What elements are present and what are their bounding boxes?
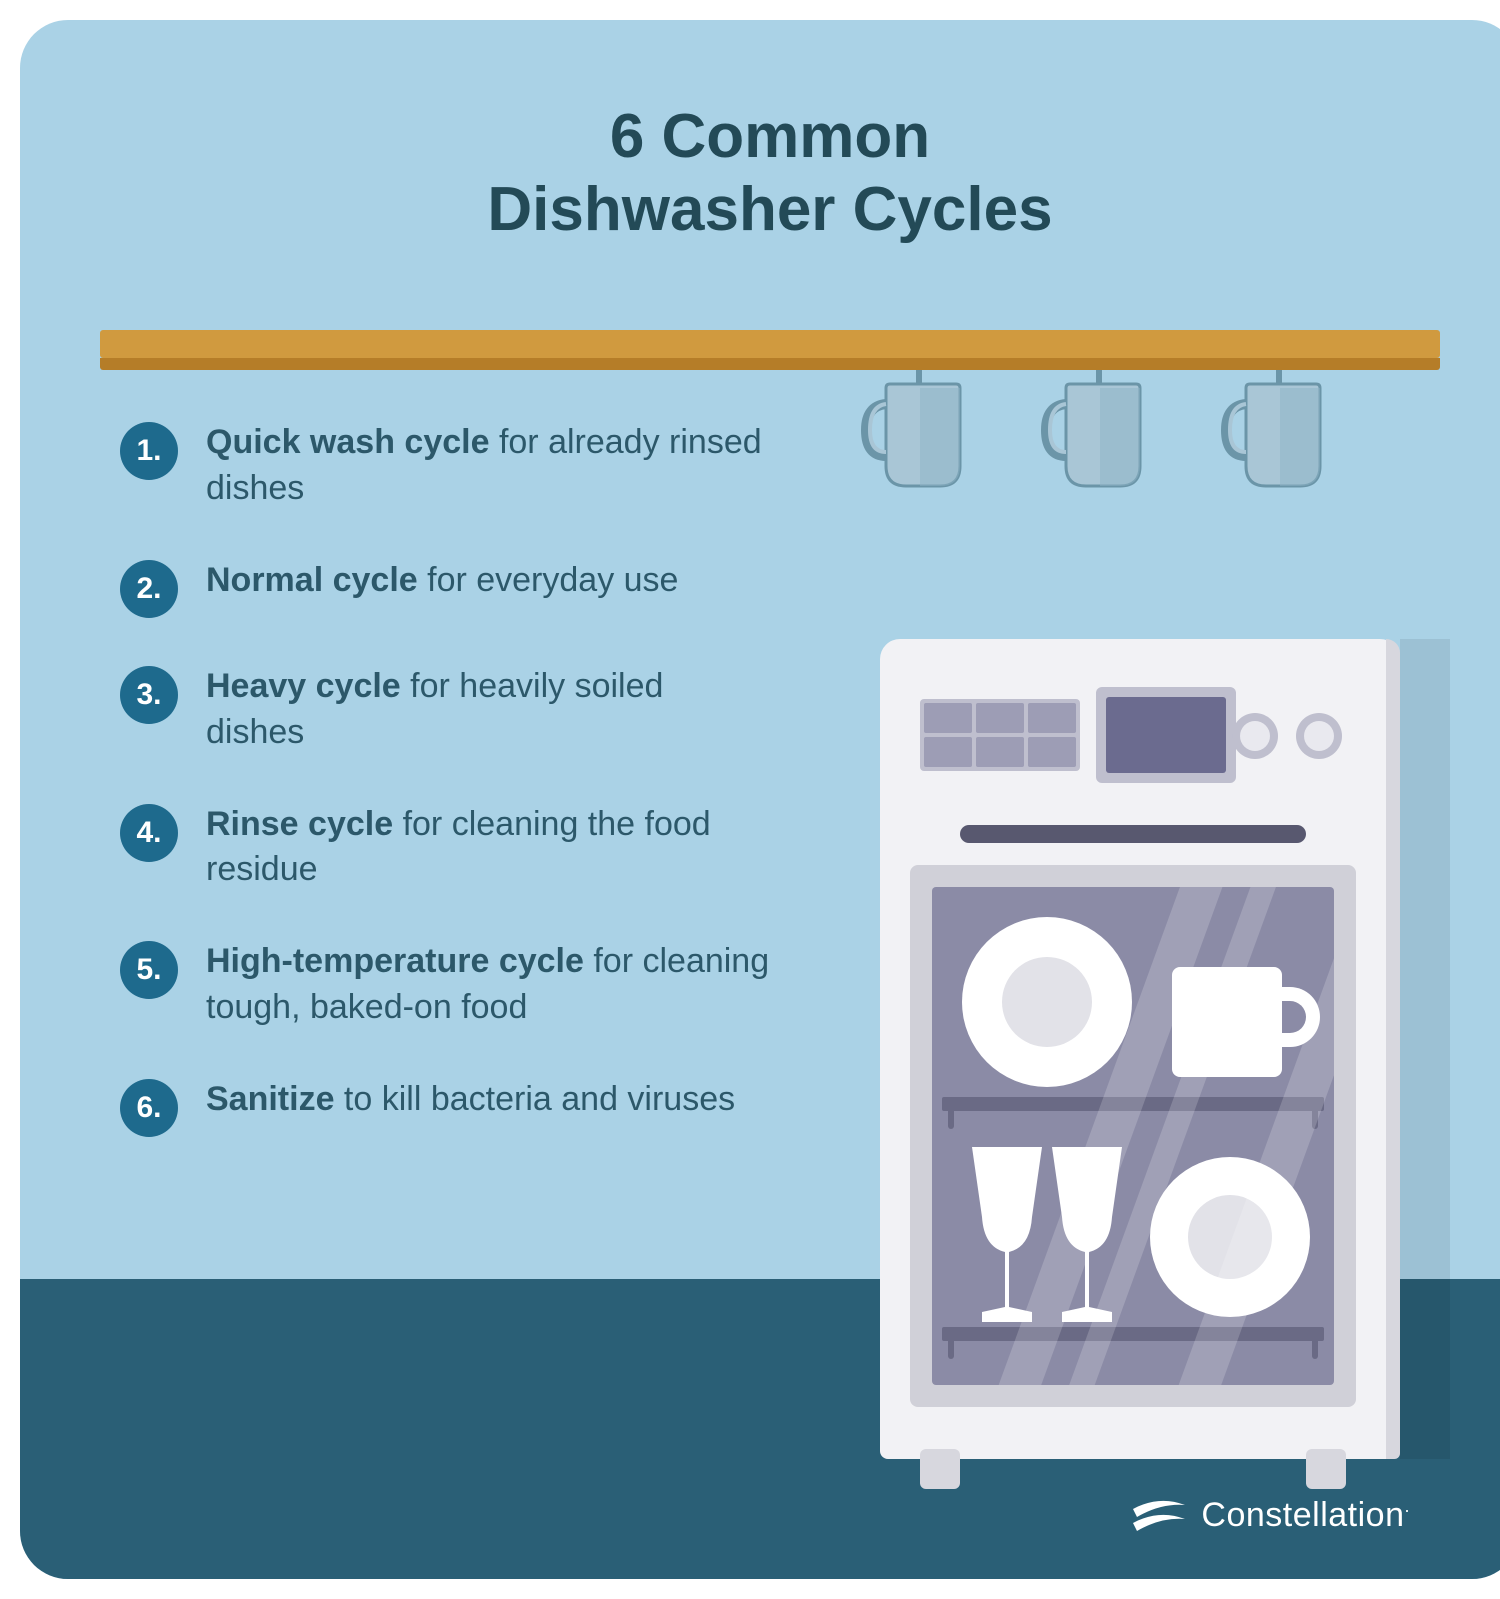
cycle-item: 6. Sanitize to kill bacteria and viruses <box>120 1077 770 1137</box>
hanging-mug-icon <box>1220 370 1340 505</box>
dishwasher-foot <box>1306 1449 1346 1489</box>
cycle-item: 1. Quick wash cycle for already rinsed di… <box>120 420 770 512</box>
dishwasher-control-panel <box>920 675 1346 795</box>
shelf-edge <box>100 358 1440 370</box>
cycle-name: Sanitize <box>206 1080 334 1118</box>
cycle-name: High-temperature cycle <box>206 942 584 980</box>
title-line-1: 6 Common <box>20 100 1500 173</box>
shelf-board <box>100 330 1440 358</box>
cycle-item: 5. High-temperature cycle for cleaning to… <box>120 939 770 1031</box>
infographic-card: 6 Common Dishwasher Cycles <box>20 20 1500 1579</box>
dishwasher-handle <box>960 825 1306 843</box>
dishwasher-screen-inner <box>1106 697 1226 773</box>
cycles-list: 1. Quick wash cycle for already rinsed di… <box>120 420 770 1183</box>
cycle-text: Sanitize to kill bacteria and viruses <box>206 1077 735 1123</box>
brand-name: Constellation <box>1201 1496 1410 1535</box>
cycle-text: Quick wash cycle for already rinsed dish… <box>206 420 770 512</box>
cycle-name: Normal cycle <box>206 561 418 599</box>
number-badge: 3. <box>120 666 178 724</box>
title-line-2: Dishwasher Cycles <box>20 173 1500 246</box>
cycle-item: 3. Heavy cycle for heavily soiled dishes <box>120 664 770 756</box>
title: 6 Common Dishwasher Cycles <box>20 100 1500 246</box>
cycle-description: for everyday use <box>418 561 679 599</box>
dishwasher-screen <box>1096 687 1236 783</box>
dishwasher-illustration <box>880 639 1400 1459</box>
cycle-name: Quick wash cycle <box>206 423 490 461</box>
cycle-text: Normal cycle for everyday use <box>206 558 678 604</box>
dishwasher-buttons <box>920 699 1080 771</box>
dishwasher-knob <box>1232 713 1278 759</box>
dishwasher-knob <box>1296 713 1342 759</box>
shelf <box>100 330 1440 370</box>
dishwasher-body <box>880 639 1400 1459</box>
brand-logo: Constellation <box>1131 1493 1410 1537</box>
dishwasher-foot <box>920 1449 960 1489</box>
dishwasher-side <box>1386 639 1400 1459</box>
number-badge: 4. <box>120 804 178 862</box>
cycle-text: High-temperature cycle for cleaning toug… <box>206 939 770 1031</box>
cycle-name: Heavy cycle <box>206 667 401 705</box>
number-badge: 1. <box>120 422 178 480</box>
cycle-text: Heavy cycle for heavily soiled dishes <box>206 664 770 756</box>
dishwasher-shadow <box>1400 639 1450 1459</box>
constellation-swoosh-icon <box>1131 1493 1187 1537</box>
cycle-description: to kill bacteria and viruses <box>334 1080 735 1118</box>
dishwasher-rack-bottom <box>942 1327 1324 1341</box>
dishwasher-door <box>910 865 1356 1407</box>
number-badge: 2. <box>120 560 178 618</box>
hanging-mugs <box>860 370 1340 505</box>
hanging-mug-icon <box>860 370 980 505</box>
cycle-name: Rinse cycle <box>206 805 393 843</box>
cycle-text: Rinse cycle for cleaning the food residu… <box>206 802 770 894</box>
dishwasher-glass <box>932 887 1334 1385</box>
number-badge: 6. <box>120 1079 178 1137</box>
number-badge: 5. <box>120 941 178 999</box>
cycle-item: 4. Rinse cycle for cleaning the food resi… <box>120 802 770 894</box>
hanging-mug-icon <box>1040 370 1160 505</box>
plate-inner-icon <box>1002 957 1092 1047</box>
cycle-item: 2. Normal cycle for everyday use <box>120 558 770 618</box>
